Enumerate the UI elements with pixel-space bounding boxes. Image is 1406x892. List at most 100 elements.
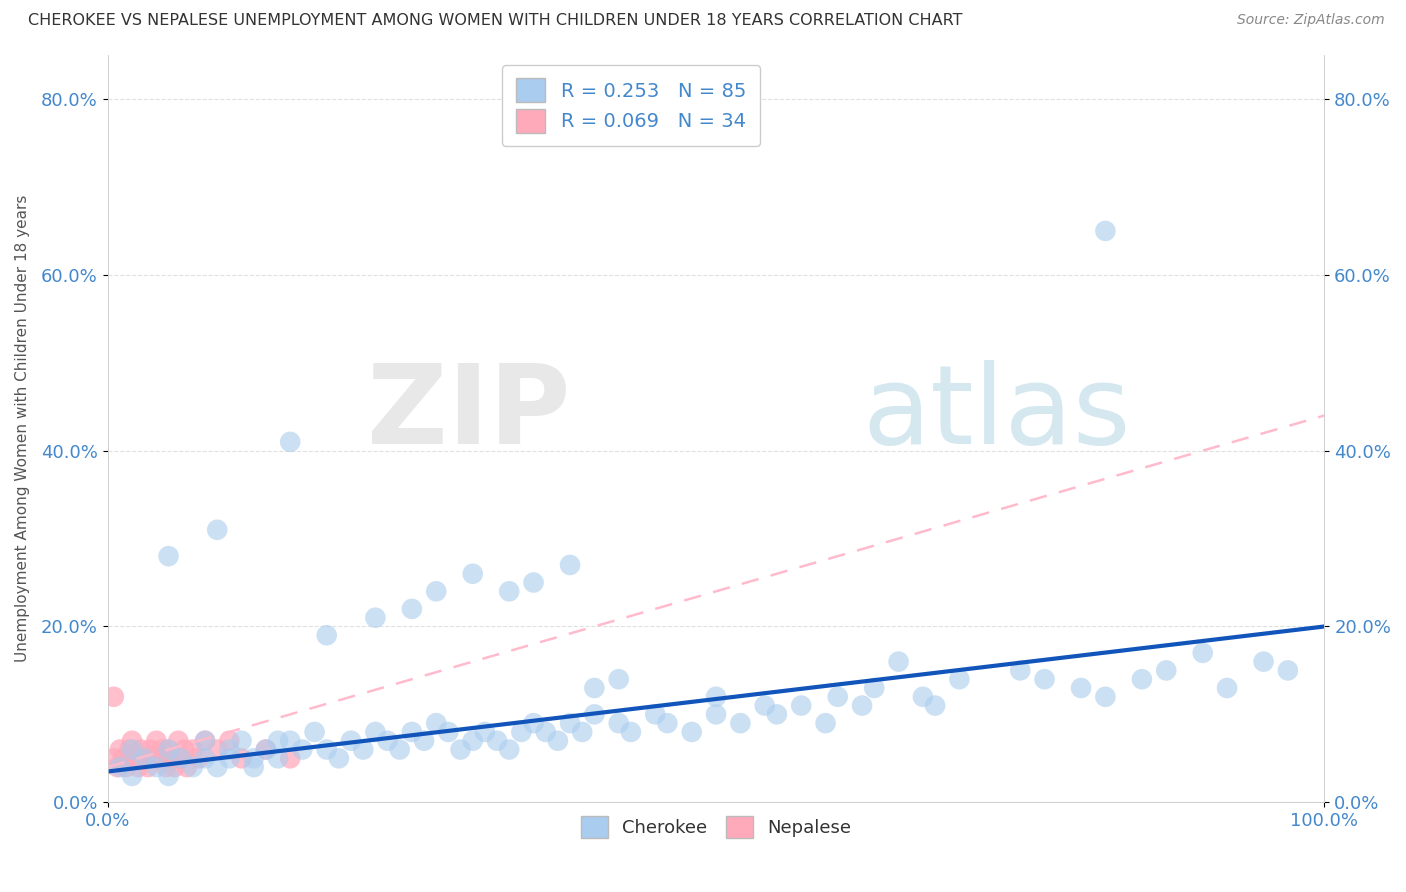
Point [173,742,195,756]
Point [121,742,143,756]
Point [924,698,946,713]
Point [170,751,193,765]
Point [571,725,593,739]
Point [254,742,277,756]
Point [547,733,569,747]
Point [583,707,606,722]
Point [254,742,277,756]
Point [155,760,177,774]
Point [583,681,606,695]
Point [267,733,290,747]
Point [948,672,970,686]
Point [1277,664,1299,678]
Text: Source: ZipAtlas.com: Source: ZipAtlas.com [1237,13,1385,28]
Point [205,523,228,537]
Point [364,725,387,739]
Point [129,742,152,756]
Point [218,742,240,756]
Point [558,716,581,731]
Point [242,751,264,765]
Point [108,760,131,774]
Point [242,760,264,774]
Point [461,733,484,747]
Point [121,733,143,747]
Point [1154,664,1177,678]
Point [136,760,159,774]
Point [704,690,727,704]
Point [620,725,643,739]
Point [474,725,496,739]
Point [607,672,630,686]
Point [887,655,910,669]
Point [1253,655,1275,669]
Point [112,751,135,765]
Point [163,760,186,774]
Point [139,742,162,756]
Point [108,742,131,756]
Point [167,733,190,747]
Point [498,584,520,599]
Point [194,733,217,747]
Point [181,760,204,774]
Point [205,742,228,756]
Point [267,751,290,765]
Point [124,751,146,765]
Point [534,725,557,739]
Point [315,628,337,642]
Point [401,725,423,739]
Point [170,751,193,765]
Point [291,742,314,756]
Point [911,690,934,704]
Point [278,733,301,747]
Point [194,751,217,765]
Point [1033,672,1056,686]
Point [790,698,813,713]
Point [364,610,387,624]
Point [118,742,141,756]
Point [160,751,183,765]
Point [377,733,399,747]
Point [157,742,180,756]
Point [425,716,447,731]
Point [231,751,253,765]
Legend: Cherokee, Nepalese: Cherokee, Nepalese [574,809,859,846]
Point [157,742,180,756]
Point [766,707,789,722]
Point [1094,690,1116,704]
Point [413,733,436,747]
Point [1070,681,1092,695]
Point [644,707,666,722]
Point [148,751,170,765]
Point [278,434,301,449]
Point [1216,681,1239,695]
Point [425,584,447,599]
Point [754,698,776,713]
Point [450,742,472,756]
Point [127,760,149,774]
Point [145,733,167,747]
Point [315,742,337,756]
Text: ZIP: ZIP [367,360,569,467]
Point [1010,664,1032,678]
Point [522,716,544,731]
Point [486,733,509,747]
Point [218,733,240,747]
Point [352,742,374,756]
Point [231,733,253,747]
Point [152,742,174,756]
Point [157,769,180,783]
Point [103,751,125,765]
Point [340,733,363,747]
Point [188,751,211,765]
Point [134,751,156,765]
Point [142,751,165,765]
Point [1191,646,1213,660]
Point [145,760,167,774]
Text: atlas: atlas [862,360,1130,467]
Point [437,725,460,739]
Point [510,725,533,739]
Point [1130,672,1153,686]
Point [107,760,129,774]
Point [730,716,752,731]
Point [814,716,837,731]
